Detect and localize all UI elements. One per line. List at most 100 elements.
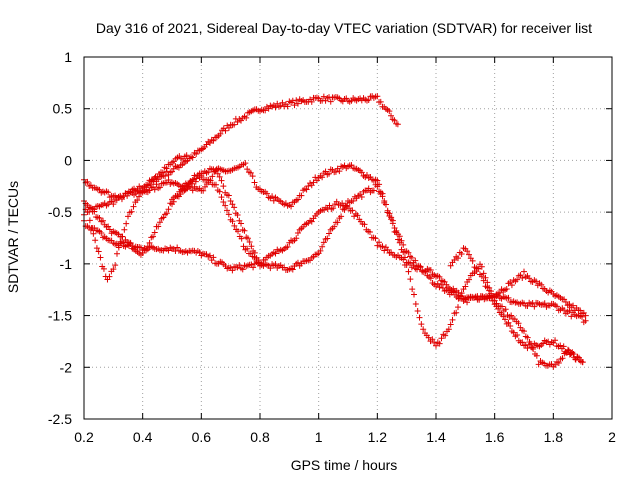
data-point — [272, 261, 279, 268]
data-point — [92, 237, 99, 244]
data-point — [341, 206, 348, 213]
data-point — [257, 260, 263, 267]
data-point — [250, 264, 257, 271]
data-point — [398, 237, 405, 244]
data-point — [136, 193, 142, 200]
data-point — [348, 162, 355, 169]
data-point — [384, 209, 391, 216]
data-point — [521, 328, 527, 335]
data-point — [244, 235, 251, 242]
data-point — [350, 197, 357, 204]
y-tick-label: -1.5 — [48, 308, 72, 324]
data-point — [414, 307, 421, 314]
x-tick-label: 0.4 — [133, 429, 153, 445]
data-point — [124, 192, 131, 199]
data-point — [538, 281, 545, 288]
data-point — [150, 178, 157, 185]
data-point — [291, 102, 298, 109]
data-point — [93, 245, 100, 252]
data-point — [395, 236, 402, 243]
data-point — [455, 304, 461, 311]
data-point — [125, 213, 131, 220]
data-point — [319, 174, 326, 181]
data-point — [408, 254, 415, 261]
data-point — [568, 313, 575, 320]
data-point — [192, 178, 199, 185]
data-point — [270, 197, 277, 204]
data-point — [240, 243, 247, 250]
data-point — [393, 227, 400, 234]
data-point — [234, 212, 241, 219]
x-tick-label: 1.8 — [544, 429, 564, 445]
data-point — [231, 222, 238, 229]
data-point — [239, 266, 246, 273]
data-point — [438, 281, 445, 288]
data-point — [225, 211, 232, 218]
data-point — [105, 223, 112, 230]
data-point — [298, 192, 305, 199]
x-tick-label: 0.2 — [74, 429, 94, 445]
data-point — [326, 202, 333, 209]
data-point — [553, 303, 560, 310]
data-point — [163, 210, 170, 217]
data-point — [403, 262, 410, 269]
data-point — [515, 320, 522, 327]
data-point — [566, 307, 573, 314]
data-point — [229, 218, 236, 225]
data-point — [478, 273, 485, 280]
x-tick-label: 1 — [315, 429, 323, 445]
data-point — [417, 264, 424, 271]
data-point — [119, 233, 126, 240]
data-point — [147, 181, 153, 188]
data-point — [115, 244, 122, 251]
data-point — [562, 298, 569, 305]
data-point — [559, 355, 566, 362]
data-point — [222, 202, 229, 209]
y-tick-label: -0.5 — [48, 204, 72, 220]
data-point — [206, 252, 213, 259]
data-point — [95, 248, 102, 255]
data-point — [386, 108, 393, 115]
data-point — [510, 329, 517, 336]
data-point — [456, 295, 463, 302]
data-point — [563, 349, 570, 356]
data-point — [466, 276, 472, 283]
data-point — [251, 179, 258, 186]
data-point — [453, 309, 460, 316]
data-point — [391, 117, 398, 124]
data-point — [263, 190, 270, 197]
data-point — [484, 284, 491, 291]
data-point — [106, 226, 113, 233]
grid-layer — [84, 57, 612, 419]
data-point — [582, 312, 589, 319]
data-point — [289, 266, 296, 273]
plot-frame — [83, 56, 613, 420]
data-point — [294, 196, 301, 203]
data-point — [358, 194, 365, 201]
data-point — [438, 335, 445, 342]
data-point — [249, 173, 256, 180]
data-point — [478, 263, 485, 270]
data-point — [566, 301, 573, 308]
data-point — [174, 244, 181, 251]
data-point — [361, 221, 368, 228]
data-point — [86, 217, 93, 224]
data-point — [370, 187, 377, 194]
data-point — [162, 173, 169, 180]
data-point — [222, 127, 229, 134]
data-point — [533, 278, 540, 285]
data-point — [555, 360, 562, 367]
data-point — [475, 265, 482, 272]
y-tick-label: 1 — [64, 49, 72, 65]
data-point — [514, 276, 521, 283]
data-point — [334, 219, 341, 226]
data-point — [570, 302, 577, 309]
data-point — [218, 177, 225, 184]
data-point — [88, 225, 95, 232]
data-point — [238, 220, 245, 227]
data-point — [267, 265, 274, 272]
data-point — [97, 254, 104, 261]
data-point — [507, 322, 514, 329]
data-point — [205, 169, 212, 176]
data-point — [293, 97, 300, 104]
